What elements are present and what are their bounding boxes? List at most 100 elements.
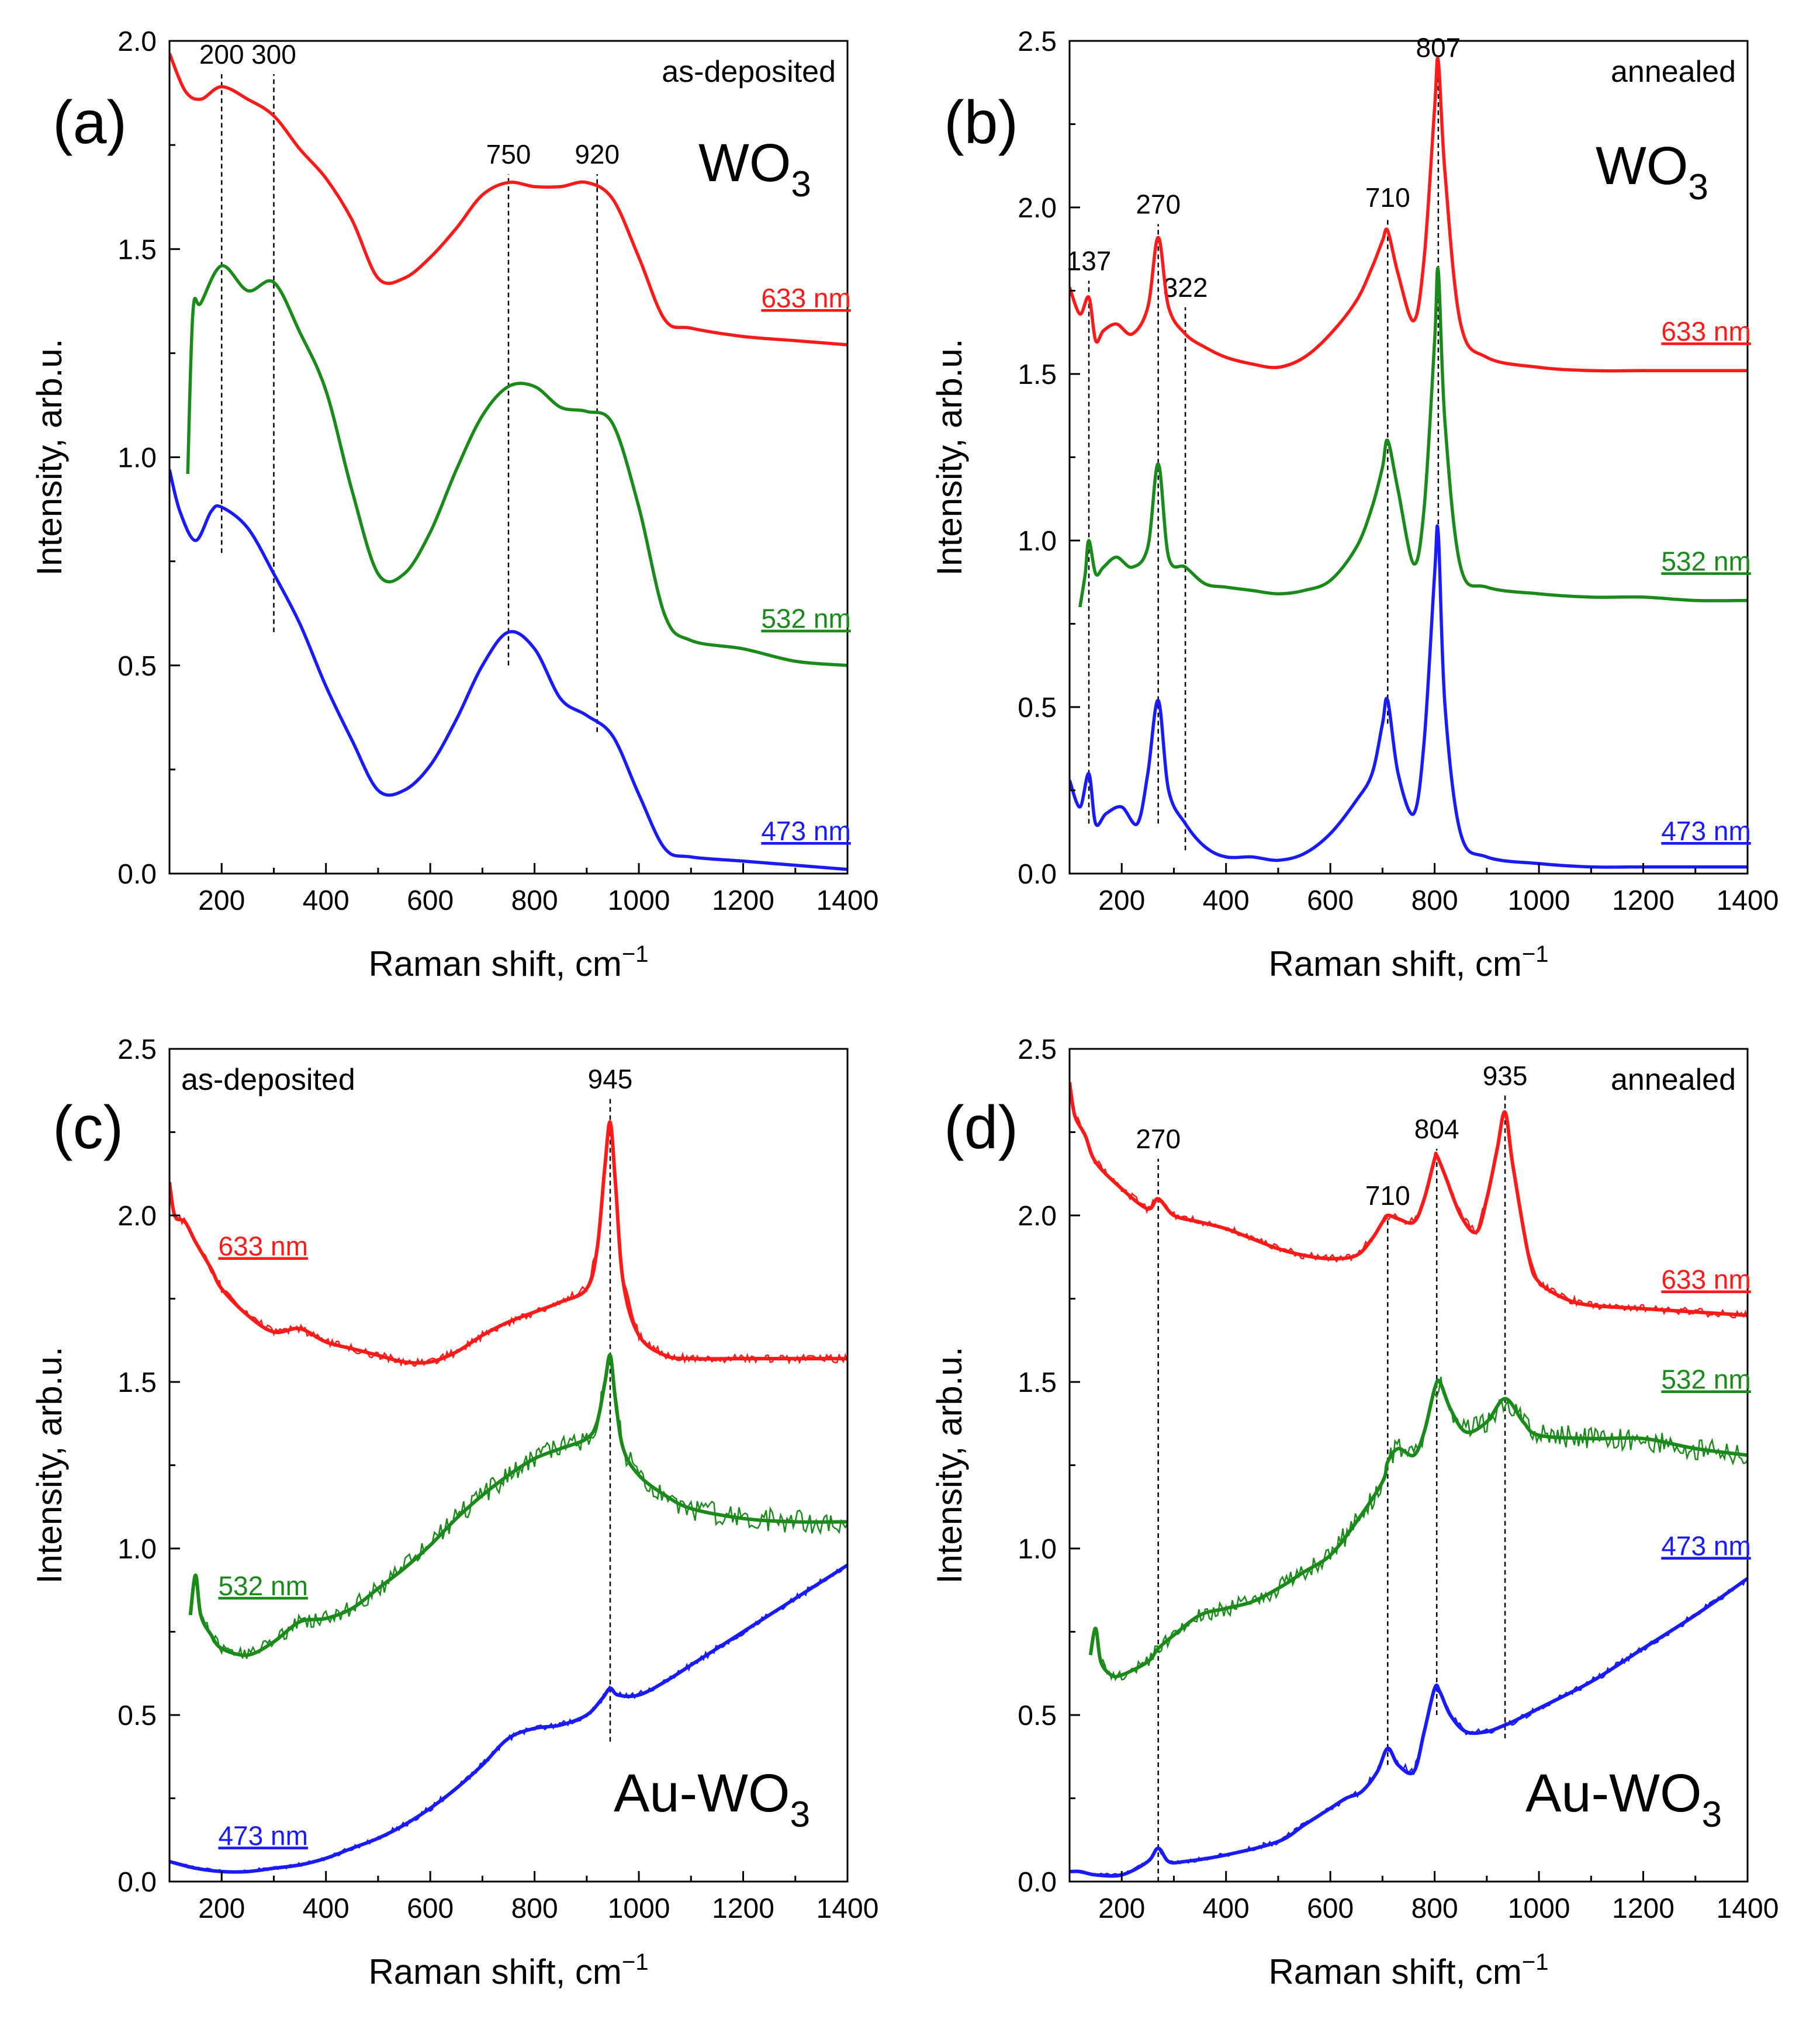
series-group	[169, 1120, 847, 1874]
laser-label: 473 nm	[1661, 816, 1750, 846]
peak-label: 804	[1414, 1114, 1459, 1144]
plot-frame	[1068, 1048, 1749, 1883]
y-tick-label: 0.5	[1018, 692, 1057, 723]
series-raw-1	[189, 1359, 847, 1660]
material-formula: WO	[698, 133, 791, 193]
y-tick-label: 1.0	[1018, 526, 1057, 557]
y-tick-label: 2.5	[1018, 1034, 1057, 1065]
panel-d: 270 710 804 935 200 400 600 800 1000 1200 1400 0.0 0…	[930, 1034, 1779, 1991]
y-axis-label: Intensity, arb.u.	[930, 1347, 969, 1584]
y-tick-label: 0.5	[117, 1700, 157, 1731]
x-tick-label: 1000	[608, 885, 670, 916]
series-raw-2	[1070, 1577, 1748, 1877]
series-line-0	[169, 53, 847, 347]
y-tick-label: 1.5	[117, 234, 157, 265]
x-tick-label: 200	[1098, 1893, 1145, 1924]
series-line-0	[1070, 56, 1748, 373]
panel-letter: (d)	[944, 1094, 1018, 1162]
peak-label: 270	[1136, 1124, 1181, 1154]
material-subscript: 3	[1702, 1794, 1722, 1835]
panel-letter: (a)	[53, 89, 127, 157]
x-tick-label: 1200	[1612, 885, 1674, 916]
x-tick-label: 800	[1411, 1893, 1458, 1924]
y-tick-label: 0.0	[1018, 859, 1057, 890]
x-axis-label: Raman shift, cm−1	[1268, 1949, 1548, 1991]
panel-letter: (c)	[53, 1094, 123, 1162]
x-axis-label-text: Raman shift, cm	[1268, 944, 1521, 983]
material-label: Au-WO3	[1525, 1764, 1722, 1835]
x-tick-label: 1200	[1612, 1893, 1674, 1924]
peak-label: 710	[1365, 1180, 1410, 1211]
y-axis-label: Intensity, arb.u.	[30, 1347, 69, 1584]
series-fit-0	[1070, 1082, 1748, 1317]
series-fit-1	[1088, 1378, 1748, 1679]
peak-label: 322	[1163, 272, 1208, 303]
series-line-2	[1070, 524, 1748, 869]
material-formula: WO	[1596, 136, 1688, 196]
x-tick-label: 800	[511, 1893, 558, 1924]
x-tick-label: 400	[303, 885, 350, 916]
series-fit-0	[169, 1120, 847, 1365]
y-tick-label: 2.0	[117, 1201, 157, 1232]
x-tick-label: 1200	[712, 885, 774, 916]
y-tick-label: 0.0	[117, 1867, 157, 1898]
x-axis-label-text: Raman shift, cm	[1268, 1952, 1521, 1991]
x-tick-label: 1000	[1508, 885, 1570, 916]
x-tick-label: 1400	[816, 1893, 879, 1924]
peak-label: 750	[486, 139, 531, 169]
x-tick-label: 800	[1411, 885, 1458, 916]
material-label: WO3	[1596, 136, 1708, 207]
material-formula: Au-WO	[614, 1764, 790, 1823]
series-line-2	[169, 469, 847, 871]
condition-label: annealed	[1611, 55, 1736, 89]
laser-label: 633 nm	[218, 1231, 307, 1261]
laser-label: 532 nm	[218, 1571, 307, 1601]
panel-letter: (b)	[944, 89, 1018, 157]
x-tick-label: 400	[1203, 1893, 1250, 1924]
series-fit-2	[169, 1563, 847, 1874]
laser-label: 532 nm	[761, 604, 850, 634]
y-tick-label: 2.5	[117, 1034, 157, 1065]
x-axis-label-sup: −1	[1522, 941, 1549, 967]
x-tick-label: 400	[303, 1893, 350, 1924]
series-group	[1070, 1080, 1748, 1878]
laser-label: 633 nm	[1661, 316, 1750, 347]
x-tick-label: 400	[1203, 885, 1250, 916]
y-axis-label: Intensity, arb.u.	[30, 339, 69, 576]
series-raw-1	[1089, 1377, 1748, 1682]
x-axis-label: Raman shift, cm−1	[1268, 941, 1548, 983]
series-line-1	[186, 264, 847, 667]
y-tick-label: 2.0	[1018, 1201, 1057, 1232]
y-tick-label: 1.5	[1018, 359, 1057, 390]
x-axis-label: Raman shift, cm−1	[368, 941, 648, 983]
condition-label: annealed	[1611, 1063, 1736, 1097]
y-tick-label: 1.5	[1018, 1367, 1057, 1398]
peak-label: 200	[199, 39, 244, 70]
y-axis-label: Intensity, arb.u.	[930, 339, 969, 576]
peak-label: 935	[1483, 1061, 1528, 1091]
plot-frame	[168, 1048, 849, 1883]
x-tick-label: 600	[1307, 885, 1354, 916]
x-tick-label: 1400	[1717, 1893, 1779, 1924]
material-subscript: 3	[790, 1794, 810, 1835]
y-tick-label: 2.5	[1018, 26, 1057, 57]
x-axis-label-sup: −1	[622, 941, 649, 967]
material-label: WO3	[698, 133, 811, 205]
peak-label: 300	[251, 39, 296, 70]
y-tick-label: 2.0	[117, 26, 157, 57]
x-tick-label: 1000	[1508, 1893, 1570, 1924]
x-tick-label: 200	[198, 1893, 245, 1924]
condition-label: as-deposited	[662, 55, 836, 89]
y-tick-label: 1.0	[1018, 1534, 1057, 1565]
x-tick-label: 600	[1307, 1893, 1354, 1924]
laser-label: 532 nm	[1661, 546, 1750, 576]
x-axis-label: Raman shift, cm−1	[368, 1949, 648, 1991]
x-tick-label: 1400	[816, 885, 879, 916]
x-axis-label-sup: −1	[622, 1949, 649, 1975]
laser-label: 633 nm	[761, 283, 850, 313]
material-subscript: 3	[791, 164, 811, 205]
x-tick-label: 600	[407, 1893, 454, 1924]
